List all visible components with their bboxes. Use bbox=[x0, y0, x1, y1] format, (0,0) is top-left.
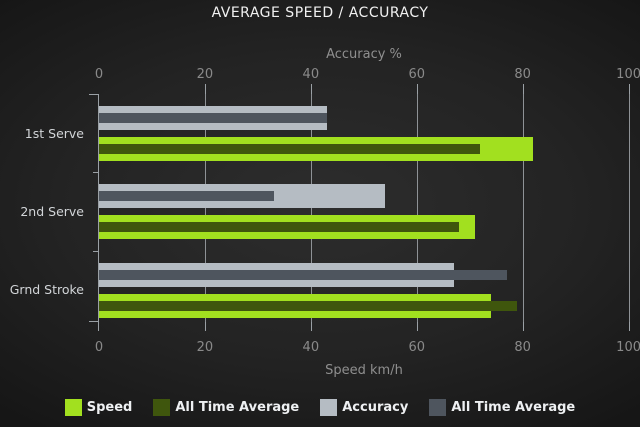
top-tick-label-20: 20 bbox=[196, 67, 214, 82]
top-axis-title: Accuracy % bbox=[326, 47, 402, 62]
gridline-80 bbox=[522, 94, 524, 322]
bottom-axis-tick-80 bbox=[522, 322, 524, 331]
gridline-100 bbox=[628, 94, 630, 322]
top-tick-label-100: 100 bbox=[616, 67, 640, 82]
top-axis-tick-60 bbox=[416, 84, 418, 94]
bottom-axis-tick-60 bbox=[416, 322, 418, 331]
gridline-60 bbox=[416, 94, 418, 322]
bottom-tick-label-0: 0 bbox=[94, 340, 104, 355]
bottom-tick-label-60: 60 bbox=[408, 340, 426, 355]
legend-label-accuracy-2: Accuracy bbox=[342, 400, 409, 415]
legend-label-all-time-average-1: All Time Average bbox=[175, 400, 300, 415]
legend-item-all-time-average-1: All Time Average bbox=[153, 399, 299, 416]
category-label-1st-serve: 1st Serve bbox=[24, 125, 84, 141]
category-label-grnd-stroke: Grnd Stroke bbox=[9, 282, 84, 298]
bar-grnd-stroke-speed-alltime bbox=[99, 300, 518, 311]
category-divider-2 bbox=[93, 250, 99, 252]
top-axis-tick-20 bbox=[204, 84, 206, 94]
top-axis-tick-40 bbox=[310, 84, 312, 94]
bar-1st-serve-accuracy-alltime bbox=[99, 113, 327, 123]
category-label-2nd-serve: 2nd Serve bbox=[20, 203, 84, 219]
legend-swatch-accuracy-2 bbox=[320, 399, 338, 416]
bar-grnd-stroke-accuracy-alltime bbox=[99, 269, 507, 280]
plot-area bbox=[89, 84, 630, 331]
bar-1st-serve-speed-alltime bbox=[99, 144, 481, 154]
bottom-axis-tick-100 bbox=[628, 322, 630, 331]
legend-item-speed-0: Speed bbox=[64, 399, 133, 416]
bottom-tick-label-80: 80 bbox=[514, 340, 531, 355]
bottom-axis-title: Speed km/h bbox=[325, 363, 403, 378]
legend-swatch-all-time-average-3 bbox=[429, 399, 447, 416]
axis-top-cap bbox=[89, 94, 99, 95]
legend-item-accuracy-2: Accuracy bbox=[320, 399, 408, 416]
bottom-tick-label-100: 100 bbox=[616, 340, 640, 355]
legend-swatch-speed-0 bbox=[64, 399, 82, 416]
bottom-tick-label-20: 20 bbox=[196, 340, 214, 355]
top-tick-label-40: 40 bbox=[302, 67, 320, 82]
chart-title: AVERAGE SPEED / ACCURACY bbox=[211, 5, 429, 21]
bottom-tick-label-40: 40 bbox=[302, 340, 320, 355]
axis-bottom-cap bbox=[89, 321, 99, 322]
bottom-axis-tick-40 bbox=[310, 322, 312, 331]
legend: Speed All Time Average Accuracy All Time Av… bbox=[0, 399, 640, 416]
top-tick-label-60: 60 bbox=[408, 67, 426, 82]
legend-label-speed-0: Speed bbox=[86, 400, 133, 415]
bar-2nd-serve-accuracy-alltime bbox=[99, 191, 274, 202]
bar-2nd-serve-speed-alltime bbox=[99, 222, 460, 233]
bottom-axis-tick-20 bbox=[204, 322, 206, 331]
legend-item-all-time-average-3: All Time Average bbox=[429, 399, 575, 416]
value-axis-line bbox=[98, 94, 99, 331]
top-axis-tick-100 bbox=[628, 84, 630, 94]
legend-swatch-all-time-average-1 bbox=[153, 399, 171, 416]
top-axis-tick-80 bbox=[522, 84, 524, 94]
legend-label-all-time-average-3: All Time Average bbox=[451, 400, 576, 415]
top-tick-label-0: 0 bbox=[94, 67, 104, 82]
category-divider-1 bbox=[93, 172, 99, 173]
top-tick-label-80: 80 bbox=[514, 67, 531, 82]
